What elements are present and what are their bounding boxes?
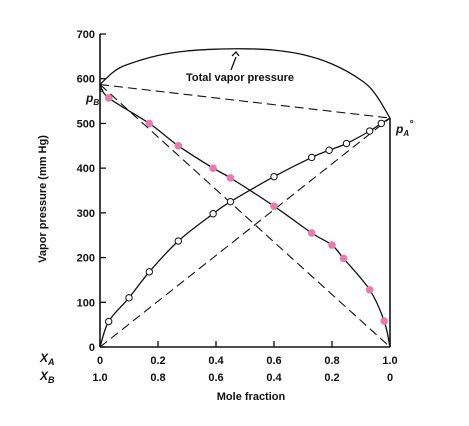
pB-data-point xyxy=(380,317,389,325)
pA-data-point xyxy=(174,237,183,245)
pA-data-point xyxy=(125,294,133,302)
pA-data-point xyxy=(226,197,235,206)
pB-data-point xyxy=(145,119,154,128)
x-ticks: 0 1.0 0.2 0.8 0.4 0.6 0.6 0.4 0.8 0.2 1.0 0 xyxy=(92,341,398,384)
pB-data-point xyxy=(328,241,336,249)
xa-tick-label: 0 xyxy=(97,355,103,367)
pA-data-point xyxy=(325,146,333,154)
xa-tick-label: 0.2 xyxy=(150,355,165,367)
pB-data-point xyxy=(226,174,235,182)
xb-tick-label: 0.8 xyxy=(150,372,165,384)
pA-data-point xyxy=(366,127,374,135)
total-curve xyxy=(99,48,391,119)
pB-data-point xyxy=(104,94,113,102)
y-tick-label: 200 xyxy=(77,253,95,265)
pB-data-point xyxy=(365,285,374,294)
pB-data-point xyxy=(209,164,217,172)
total-vapor-pressure-label: Total vapor pressure xyxy=(186,72,294,84)
xb-tick-label: 1.0 xyxy=(92,372,107,384)
pb-annotation: pB° xyxy=(85,88,104,107)
pA-ideal-dashed-line xyxy=(99,117,391,348)
markers xyxy=(104,94,389,326)
xb-tick-label: 0.2 xyxy=(324,372,339,384)
pA-data-point xyxy=(377,119,385,128)
y-tick-label: 500 xyxy=(77,118,95,130)
plot-area xyxy=(99,34,391,348)
xb-tick-label: 0.4 xyxy=(266,372,282,384)
pB-data-point xyxy=(174,141,183,150)
pA-data-point xyxy=(105,317,113,326)
ideal-lines xyxy=(99,83,391,348)
y-ticks: 0 100 200 300 400 500 600 700 xyxy=(77,29,106,354)
y-tick-label: 700 xyxy=(77,29,95,41)
xb-tick-label: 0 xyxy=(387,372,393,384)
pA-data-point xyxy=(145,268,154,276)
x-axis-label: Mole fraction xyxy=(217,391,286,403)
pB-data-point xyxy=(339,254,348,263)
pA-data-point xyxy=(342,139,351,148)
xb-tick-label: 0.6 xyxy=(208,372,223,384)
xa-tick-label: 0.6 xyxy=(266,355,281,367)
pA-data-point xyxy=(209,210,217,218)
y-tick-label: 100 xyxy=(77,297,95,309)
pA-data-point xyxy=(270,172,278,181)
xa-row-label: XA xyxy=(39,351,55,367)
xa-tick-label: 0.8 xyxy=(324,355,339,367)
total-label-pointer xyxy=(230,51,240,71)
curves xyxy=(99,48,391,348)
y-axis-label: Vapor pressure (mm Hg) xyxy=(37,135,49,263)
pB-data-point xyxy=(270,202,278,210)
xa-tick-label: 1.0 xyxy=(382,355,397,367)
y-tick-label: 0 xyxy=(89,342,95,354)
pB-data-point xyxy=(307,229,316,237)
pB-ideal-dashed-line xyxy=(99,84,391,348)
pA-data-point xyxy=(308,153,316,162)
y-tick-label: 600 xyxy=(77,74,95,86)
pa-annotation: pA° xyxy=(395,119,414,138)
xa-tick-label: 0.4 xyxy=(208,355,224,367)
xb-row-label: XB xyxy=(39,369,55,385)
total-ideal-dashed-line xyxy=(99,83,391,119)
y-tick-label: 300 xyxy=(77,208,95,220)
y-tick-label: 400 xyxy=(77,163,95,175)
